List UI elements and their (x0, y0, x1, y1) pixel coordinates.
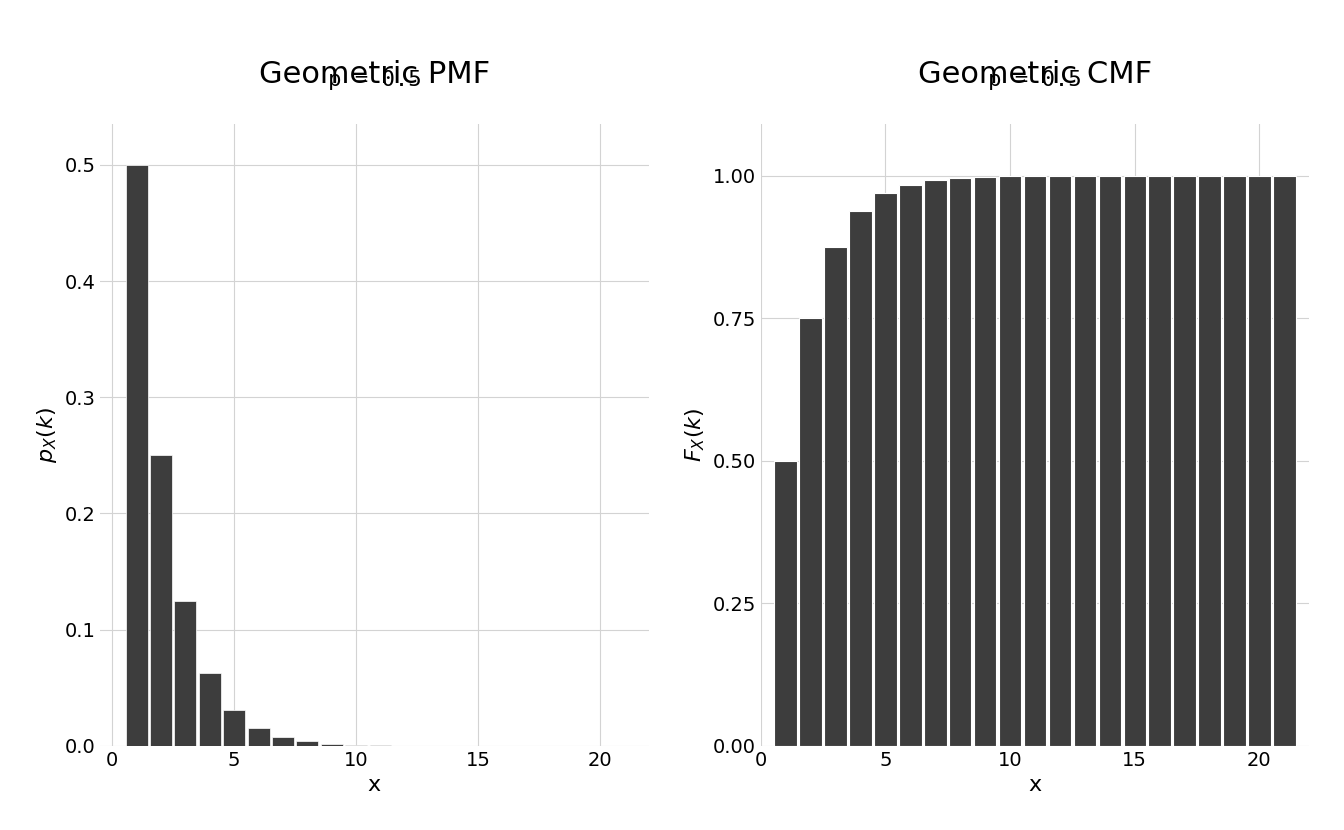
Bar (1173, 176, 1196, 746)
Bar (1249, 176, 1270, 746)
Bar (949, 178, 972, 746)
Bar (800, 318, 821, 746)
Title: Geometric CMF: Geometric CMF (918, 60, 1152, 89)
Bar (899, 184, 922, 746)
Text: p = 0.5: p = 0.5 (328, 70, 421, 90)
Bar (1273, 176, 1296, 746)
Bar (974, 177, 996, 746)
Bar (1149, 176, 1171, 746)
Bar (1098, 176, 1121, 746)
Title: Geometric PMF: Geometric PMF (259, 60, 491, 89)
Bar (925, 180, 946, 746)
Bar (321, 744, 343, 746)
Y-axis label: $F_X(k)$: $F_X(k)$ (683, 408, 707, 462)
Bar (1024, 176, 1046, 746)
Bar (1223, 176, 1246, 746)
Bar (175, 601, 196, 746)
Bar (999, 176, 1021, 746)
Bar (849, 212, 872, 746)
X-axis label: x: x (368, 775, 380, 795)
Bar (1048, 176, 1071, 746)
Bar (1124, 176, 1146, 746)
Bar (874, 193, 896, 746)
Bar (1199, 176, 1220, 746)
Bar (199, 673, 220, 746)
Text: p = 0.5: p = 0.5 (988, 70, 1082, 90)
Bar (1074, 176, 1097, 746)
Bar (774, 461, 797, 746)
Bar (247, 728, 270, 746)
Bar (223, 710, 245, 746)
Bar (345, 745, 367, 746)
Bar (126, 165, 148, 746)
Bar (271, 737, 294, 746)
Y-axis label: $p_X(k)$: $p_X(k)$ (35, 408, 59, 463)
Bar (297, 741, 319, 746)
Bar (824, 247, 847, 746)
Bar (151, 456, 172, 746)
X-axis label: x: x (1028, 775, 1042, 795)
